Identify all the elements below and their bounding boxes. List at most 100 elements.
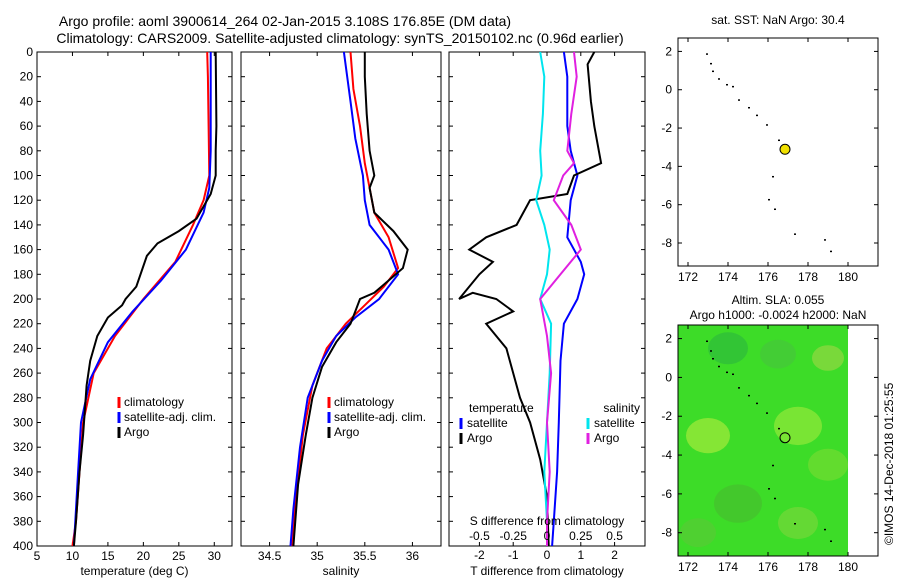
sla-blob	[760, 339, 796, 369]
island-dot	[830, 540, 832, 542]
x-tick-label: 35	[311, 549, 325, 563]
y-tick-label: 60	[20, 119, 34, 133]
y-tick-label: 380	[13, 514, 33, 528]
x-tick-label: 172	[678, 270, 698, 284]
y-tick-label: 280	[13, 391, 33, 405]
series-line-s-argo	[539, 51, 582, 546]
x-tick-label: 15	[101, 549, 115, 563]
y-tick-label: -2	[661, 121, 672, 135]
legend-title-salinity: salinity	[603, 401, 640, 415]
legend-label: Argo	[467, 431, 493, 445]
x-tick-label: 1	[577, 548, 584, 562]
island-dot	[794, 233, 796, 235]
x-tick-label: 2	[611, 548, 618, 562]
island-dot	[712, 358, 714, 360]
island-dot	[766, 124, 768, 126]
sla-blob	[680, 518, 716, 548]
y-tick-label: 180	[13, 267, 33, 281]
figure-title-line1: Argo profile: aoml 3900614_264 02-Jan-20…	[59, 13, 511, 29]
island-dot	[824, 239, 826, 241]
plot-frame	[36, 51, 233, 547]
x-tick-label: 30	[208, 549, 222, 563]
map-title: sat. SST: NaN Argo: 30.4	[711, 13, 845, 27]
y-tick-label: -8	[661, 236, 672, 250]
y-tick-label: 120	[13, 193, 33, 207]
island-dot	[778, 427, 780, 430]
map-frame	[677, 37, 879, 267]
island-dot	[824, 528, 826, 531]
sla-blob	[778, 507, 818, 539]
island-dot	[772, 464, 774, 467]
y-tick-label: 0	[665, 83, 672, 97]
island-dot	[774, 208, 776, 211]
y-tick-label: 140	[13, 218, 33, 232]
sla-blob	[686, 418, 730, 454]
plot-frame	[240, 51, 442, 547]
s-axis-label: S difference from climatology	[470, 514, 625, 528]
island-dot	[778, 139, 780, 142]
island-dot	[772, 175, 774, 178]
island-dot	[712, 70, 714, 73]
legend-label: satellite-adj. clim.	[334, 410, 426, 424]
argo-position-marker	[779, 432, 791, 444]
x-tick-label: 178	[798, 560, 818, 574]
plot-frame	[448, 51, 646, 547]
series-line-s-satellite	[535, 51, 553, 546]
x-tick-label: 0	[544, 548, 551, 562]
island-dot	[830, 250, 832, 253]
x-tick-label: 172	[678, 560, 698, 574]
y-tick-label: 360	[13, 490, 33, 504]
y-tick-label: 100	[13, 169, 33, 183]
s-tick-label: 0.25	[569, 529, 593, 543]
y-tick-label: 400	[13, 539, 33, 553]
x-tick-label: 10	[66, 549, 80, 563]
island-dot	[732, 85, 734, 88]
y-tick-label: -8	[661, 526, 672, 540]
y-tick-label: 20	[20, 70, 34, 84]
island-dot	[748, 394, 750, 397]
island-dot	[768, 198, 770, 201]
island-dot	[718, 78, 720, 80]
series-line-satellite-adj-clim-	[72, 52, 212, 547]
temperature-panel: 0 20 40 60 80 100 120 140 160 180 200 220 240 260 280 3…	[13, 45, 233, 578]
y-tick-label: 2	[665, 332, 672, 346]
x-axis-label: salinity	[323, 564, 360, 578]
y-tick-label: 2	[665, 44, 672, 58]
island-dot	[756, 114, 758, 117]
difference-panel: -2 -1 0 1 2 T difference from climatology temp…	[448, 51, 646, 578]
island-dot	[718, 365, 720, 368]
x-tick-label: 5	[34, 549, 41, 563]
x-tick-label: 176	[758, 270, 778, 284]
imos-timestamp: ©IMOS 14-Dec-2018 01:25:55	[882, 382, 896, 545]
s-tick-label: -0.25	[500, 529, 528, 543]
island-dot	[710, 62, 712, 65]
y-tick-label: 260	[13, 366, 33, 380]
legend-label: climatology	[124, 395, 184, 409]
island-dot	[738, 387, 740, 389]
s-tick-label: 0	[544, 529, 551, 543]
y-tick-label: 80	[20, 144, 34, 158]
island-dot	[726, 83, 728, 86]
y-tick-label: 320	[13, 440, 33, 454]
x-axis-label: T difference from climatology	[470, 564, 624, 578]
island-dot	[706, 340, 708, 343]
y-tick-label: 220	[13, 317, 33, 331]
island-dot	[794, 523, 796, 525]
argo-position-marker	[779, 143, 791, 155]
sla-blob	[708, 332, 748, 365]
x-tick-label: 176	[758, 560, 778, 574]
island-dot	[710, 350, 712, 352]
y-tick-label: -4	[661, 448, 672, 462]
island-dot	[768, 488, 770, 490]
y-tick-label: 300	[13, 416, 33, 430]
series-line-argo	[72, 51, 218, 547]
sst-map-panel: 172 174 176 178 180 2 0 -2 -4 -6 -8 sat. SST: NaN A…	[661, 13, 879, 284]
y-tick-label: -2	[661, 409, 672, 423]
sla-blob	[714, 484, 762, 523]
legend-label: Argo	[594, 431, 620, 445]
s-tick-label: 0.5	[606, 529, 623, 543]
island-dot	[726, 371, 728, 374]
legend-label: Argo	[334, 425, 360, 439]
island-dot	[732, 373, 734, 376]
